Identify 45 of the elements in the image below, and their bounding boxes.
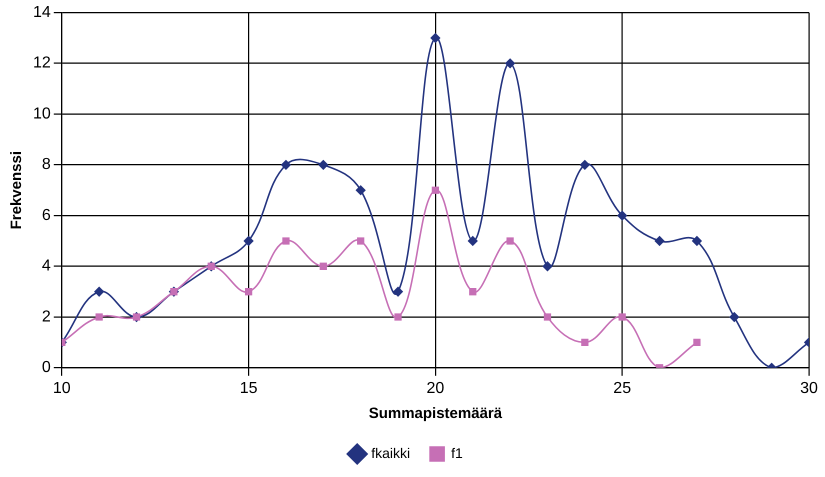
y-tick-label: 0: [42, 359, 51, 376]
point: [505, 58, 515, 68]
point: [356, 185, 366, 195]
point: [432, 186, 440, 194]
point: [542, 262, 552, 272]
x-tick-label: 15: [240, 380, 258, 397]
legend-label: f1: [451, 444, 463, 461]
point: [430, 33, 440, 43]
point: [581, 338, 588, 346]
point: [94, 286, 104, 296]
y-tick-label: 2: [42, 308, 51, 326]
point: [506, 237, 514, 245]
y-tick-label: 8: [42, 156, 51, 174]
point: [654, 236, 664, 246]
point: [544, 313, 552, 321]
point: [692, 236, 702, 246]
point: [282, 237, 290, 245]
point: [693, 338, 701, 346]
y-tick-label: 6: [42, 206, 51, 224]
y-tick-label: 4: [42, 258, 51, 275]
x-axis-title: Summapistemäärä: [368, 405, 503, 422]
y-tick-label: 14: [33, 4, 51, 22]
point: [617, 210, 627, 220]
x-tick-label: 30: [800, 380, 818, 397]
point: [729, 312, 740, 322]
y-tick-label: 10: [33, 105, 51, 122]
point: [320, 262, 327, 270]
point: [468, 236, 478, 246]
point: [281, 160, 291, 170]
point: [244, 288, 252, 296]
point: [618, 313, 626, 321]
point: [244, 236, 254, 246]
point: [394, 313, 402, 321]
x-tick-label: 20: [426, 380, 444, 397]
x-tick-label: 10: [52, 380, 71, 397]
point: [318, 160, 328, 170]
legend-label: fkaikki: [371, 444, 410, 461]
x-tick-label: 25: [613, 380, 632, 397]
point: [357, 237, 364, 245]
point: [580, 160, 590, 170]
y-tick-label: 12: [33, 54, 51, 72]
point: [469, 288, 476, 296]
y-axis-title: Frekvenssi: [8, 151, 26, 230]
point: [393, 286, 403, 296]
point: [96, 313, 103, 321]
